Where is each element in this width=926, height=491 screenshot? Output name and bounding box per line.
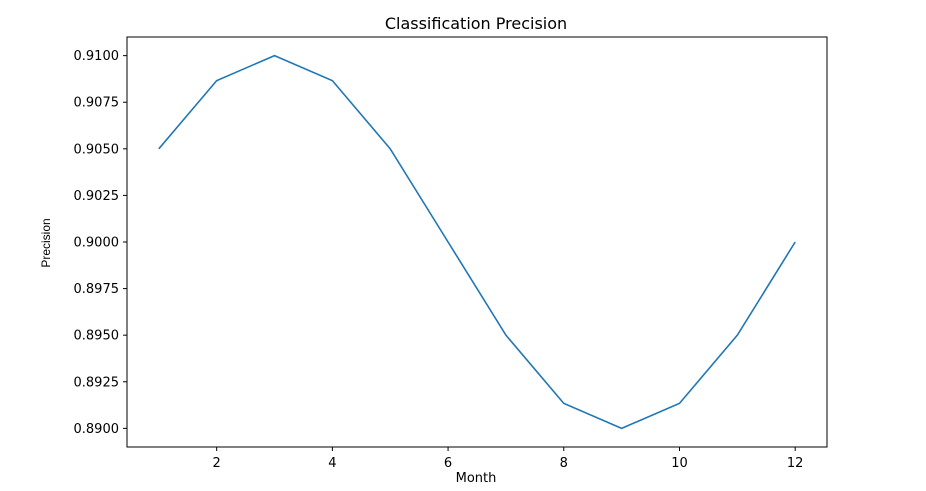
x-tick-label: 10 [671,456,688,471]
y-axis: 0.8900 0.8925 0.8950 0.8975 0.9000 0.9025 0.90… [74,49,127,437]
x-tick-label: 8 [560,456,568,471]
x-tick-label: 4 [328,456,336,471]
x-tick-label: 2 [213,456,221,471]
y-tick-label: 0.9075 [74,96,120,111]
chart-title: Classification Precision [385,14,567,33]
y-tick-label: 0.8975 [74,282,120,297]
x-tick-label: 6 [444,456,452,471]
precision-series-line [158,54,796,430]
y-tick-label: 0.9100 [74,49,120,64]
y-tick-label: 0.9025 [74,189,120,204]
plot-frame [126,36,828,448]
y-tick-label: 0.8900 [74,422,120,437]
y-tick-label: 0.9000 [74,236,120,251]
y-tick-label: 0.8950 [74,329,120,344]
x-axis-label: Month [456,471,497,486]
x-tick-label: 12 [787,456,804,471]
y-tick-label: 0.9050 [74,142,120,157]
y-axis-label: Precision [39,218,53,267]
plot-area [126,36,828,448]
y-tick-label: 0.8925 [74,375,120,390]
x-axis: 2 4 6 8 10 12 [213,447,804,471]
